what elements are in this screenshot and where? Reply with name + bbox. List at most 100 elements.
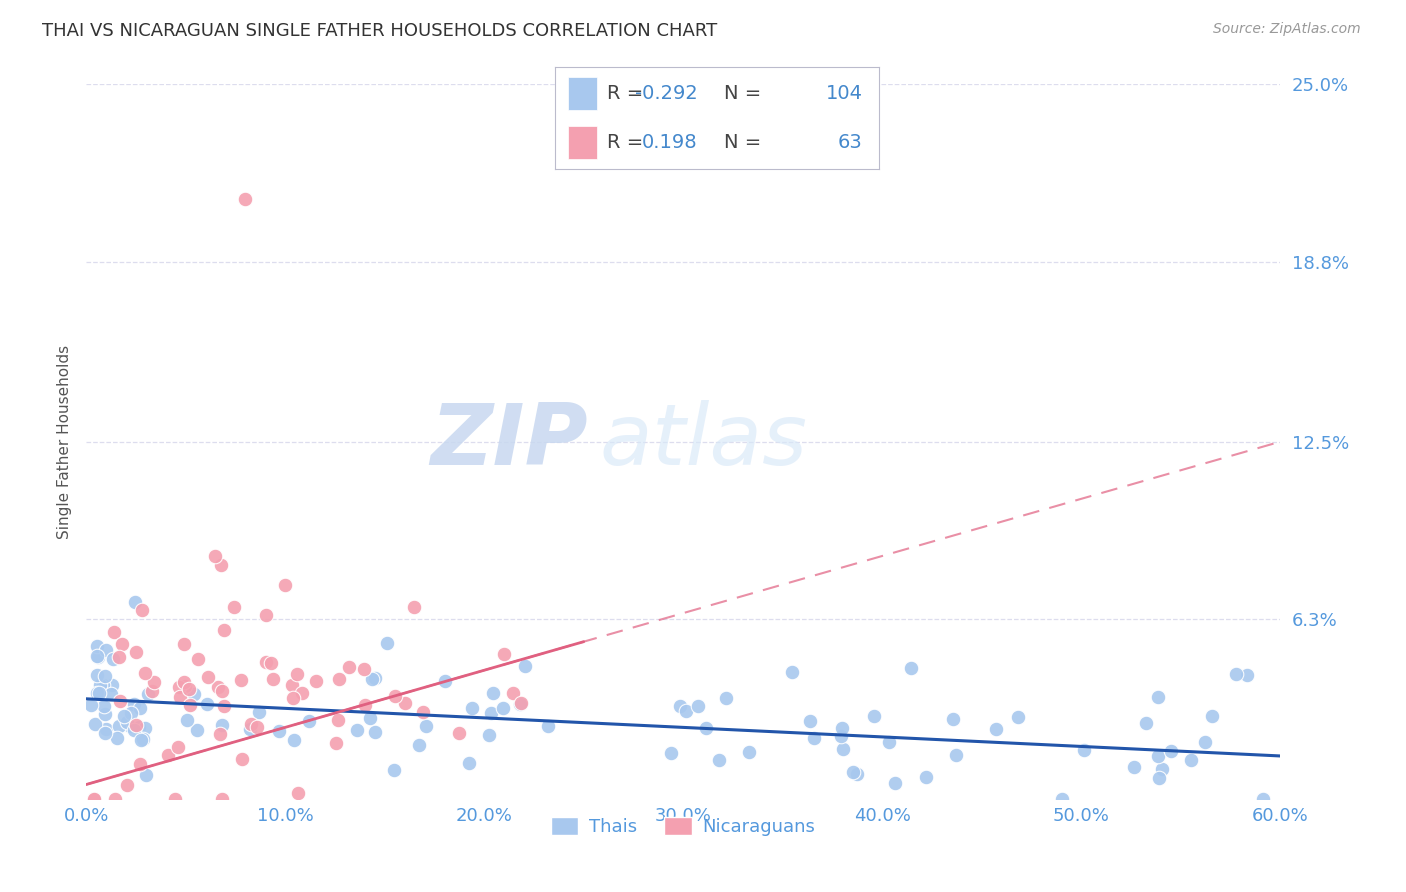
FancyBboxPatch shape xyxy=(568,78,598,110)
Point xyxy=(780,665,803,679)
Point xyxy=(128,701,150,715)
Point xyxy=(229,673,252,687)
Point xyxy=(415,719,437,733)
Point xyxy=(478,728,501,742)
Point xyxy=(167,680,190,694)
Point xyxy=(129,733,152,747)
Point xyxy=(204,549,226,563)
Point xyxy=(1201,708,1223,723)
Point xyxy=(1050,792,1073,806)
Text: 0.198: 0.198 xyxy=(643,133,697,153)
Point xyxy=(93,698,115,713)
Point xyxy=(354,698,377,713)
Point xyxy=(246,720,269,734)
Point xyxy=(884,776,907,790)
Point xyxy=(183,687,205,701)
Point xyxy=(482,686,505,700)
Point xyxy=(212,699,235,714)
Point xyxy=(404,599,426,614)
Point xyxy=(211,684,233,698)
Point xyxy=(135,768,157,782)
Point xyxy=(128,720,150,734)
Point xyxy=(863,708,886,723)
Point xyxy=(695,721,717,735)
Point xyxy=(239,722,262,736)
Point xyxy=(94,643,117,657)
Text: N =: N = xyxy=(724,84,761,103)
Point xyxy=(83,792,105,806)
Point xyxy=(87,650,110,665)
Point xyxy=(394,696,416,710)
Point xyxy=(211,792,233,806)
Point xyxy=(186,723,208,738)
Text: Source: ZipAtlas.com: Source: ZipAtlas.com xyxy=(1213,22,1361,37)
Point xyxy=(686,698,709,713)
Point xyxy=(104,792,127,806)
Point xyxy=(224,599,246,614)
Point xyxy=(103,625,125,640)
Point xyxy=(280,678,302,692)
Text: R =: R = xyxy=(607,84,644,103)
Point xyxy=(842,764,865,779)
Point xyxy=(86,649,108,664)
Text: THAI VS NICARAGUAN SINGLE FATHER HOUSEHOLDS CORRELATION CHART: THAI VS NICARAGUAN SINGLE FATHER HOUSEHO… xyxy=(42,22,717,40)
Point xyxy=(1149,771,1171,785)
Point xyxy=(84,716,107,731)
Point xyxy=(233,192,256,206)
Point xyxy=(136,687,159,701)
Point xyxy=(353,661,375,675)
Point xyxy=(328,672,350,686)
Point xyxy=(1194,735,1216,749)
Point xyxy=(254,608,277,623)
Point xyxy=(173,675,195,690)
Legend: Thais, Nicaraguans: Thais, Nicaraguans xyxy=(544,810,823,844)
Point xyxy=(375,635,398,649)
Point xyxy=(101,651,124,665)
Point xyxy=(91,678,114,692)
Point xyxy=(128,756,150,771)
Point xyxy=(141,683,163,698)
Point xyxy=(212,624,235,638)
Text: 63: 63 xyxy=(838,133,862,153)
Point xyxy=(195,698,218,712)
Point xyxy=(364,724,387,739)
Point xyxy=(93,707,115,722)
Point xyxy=(799,714,821,729)
Point xyxy=(283,733,305,747)
Point xyxy=(86,639,108,653)
Point xyxy=(877,735,900,749)
Point xyxy=(132,732,155,747)
Point xyxy=(738,745,761,759)
Point xyxy=(134,665,156,680)
Point xyxy=(83,792,105,806)
Point xyxy=(831,742,853,756)
Point xyxy=(707,753,730,767)
Point xyxy=(1135,716,1157,731)
Point xyxy=(714,690,737,705)
Point xyxy=(831,721,853,735)
Y-axis label: Single Father Households: Single Father Households xyxy=(58,344,72,539)
Point xyxy=(94,722,117,736)
Point xyxy=(100,687,122,701)
Point xyxy=(290,686,312,700)
Point xyxy=(89,686,111,700)
Point xyxy=(803,731,825,746)
Point xyxy=(120,718,142,732)
Point xyxy=(143,675,166,690)
Point xyxy=(537,719,560,733)
Point xyxy=(263,672,285,686)
Point xyxy=(461,701,484,715)
Text: atlas: atlas xyxy=(599,401,807,483)
Point xyxy=(509,697,531,711)
Point xyxy=(110,693,132,707)
Point xyxy=(177,681,200,696)
Point xyxy=(156,747,179,762)
Point xyxy=(408,739,430,753)
Point xyxy=(281,690,304,705)
Point xyxy=(247,706,270,720)
Point xyxy=(80,698,103,713)
Point xyxy=(1146,749,1168,764)
Point xyxy=(337,659,360,673)
Point xyxy=(1123,759,1146,773)
Point xyxy=(167,739,190,754)
